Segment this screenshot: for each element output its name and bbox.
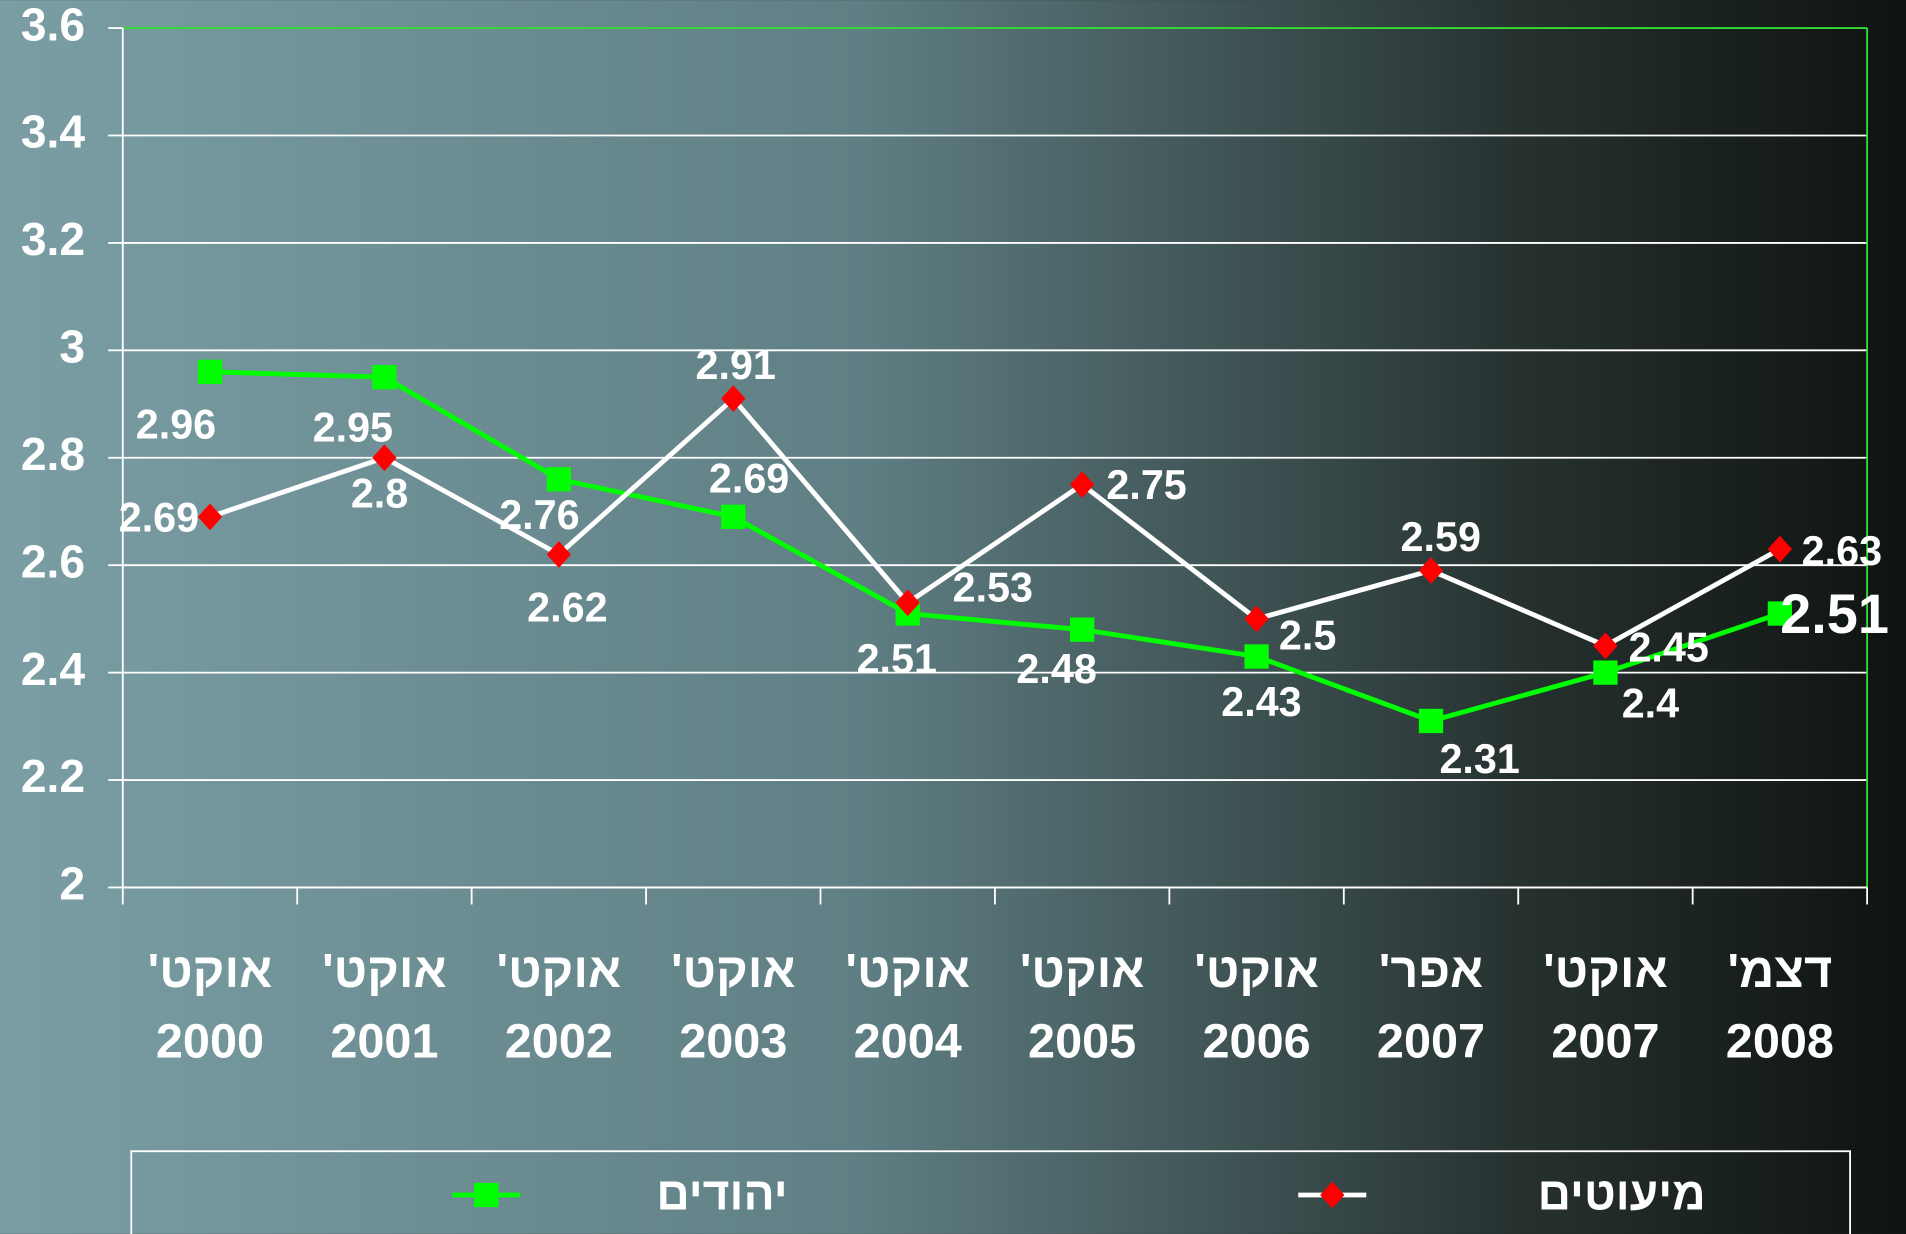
y-tick-label: 2.2 xyxy=(21,750,85,802)
y-tick-label: 2.6 xyxy=(21,535,85,587)
x-label-box: דצמ' 2008 xyxy=(1725,944,1834,1069)
data-label: 2.53 xyxy=(953,565,1033,611)
data-label: 2.45 xyxy=(1628,625,1708,671)
legend-marker xyxy=(474,1182,499,1208)
legend-box xyxy=(130,1150,1851,1234)
x-label-box: אוקט' 2002 xyxy=(496,944,622,1069)
y-tick-label: 2.8 xyxy=(21,428,85,480)
marker xyxy=(721,385,746,413)
marker xyxy=(1069,617,1095,642)
marker xyxy=(1593,632,1618,660)
legend-label: יהודים xyxy=(656,1168,787,1220)
x-tick-label: אפר' 2007 xyxy=(1376,944,1486,1069)
marker xyxy=(546,467,572,492)
marker xyxy=(372,444,397,472)
x-label-box: אוקט' 2003 xyxy=(670,944,796,1069)
marker xyxy=(197,503,223,531)
x-label-box: אוקט' 2006 xyxy=(1194,944,1319,1069)
y-tick-label: 2 xyxy=(59,858,85,910)
marker xyxy=(1767,601,1793,626)
x-label-box: אוקט' 2004 xyxy=(845,944,971,1069)
data-label: 2.62 xyxy=(527,584,607,630)
x-label-box: אוקט' 2001 xyxy=(322,944,447,1069)
marker xyxy=(372,365,397,390)
data-label: 2.51 xyxy=(857,636,937,682)
data-label: 2.69 xyxy=(709,456,789,502)
legend-label: מיעוטים xyxy=(1538,1168,1706,1220)
x-tick-label: אוקט' 2002 xyxy=(496,944,622,1069)
data-label: 2.96 xyxy=(136,402,216,448)
data-label: 2.59 xyxy=(1401,514,1481,560)
x-tick-label: אוקט' 2000 xyxy=(147,944,273,1069)
x-tick-label: דצמ' 2008 xyxy=(1725,944,1834,1069)
y-tick-label: 3.2 xyxy=(21,213,85,265)
marker xyxy=(721,504,746,530)
x-label-box: אוקט' 2007 xyxy=(1543,944,1668,1069)
data-label: 2.48 xyxy=(1016,646,1096,692)
series-line xyxy=(209,369,1781,724)
data-label: 2.4 xyxy=(1622,681,1679,727)
x-tick-label: אוקט' 2005 xyxy=(1019,944,1145,1069)
marker xyxy=(197,359,223,384)
data-label: 2.91 xyxy=(696,342,776,388)
marker xyxy=(1593,660,1618,685)
data-label: 2.51 xyxy=(1780,582,1889,645)
x-tick-label: אוקט' 2004 xyxy=(845,944,971,1069)
series-line xyxy=(209,395,1782,649)
y-tick-label: 3.6 xyxy=(21,0,85,50)
x-tick-label: אוקט' 2003 xyxy=(670,944,796,1069)
marker xyxy=(546,541,572,568)
marker xyxy=(1244,644,1269,669)
marker xyxy=(1069,471,1095,498)
data-label: 2.76 xyxy=(499,492,579,538)
x-label-box: אוקט' 2000 xyxy=(147,944,273,1069)
x-tick-label: אוקט' 2007 xyxy=(1543,944,1668,1069)
y-tick-label: 3.4 xyxy=(21,106,86,158)
data-label: 2.31 xyxy=(1439,736,1519,782)
data-label: 2.69 xyxy=(119,494,199,540)
data-label: 2.5 xyxy=(1279,612,1336,658)
data-label: 2.75 xyxy=(1106,462,1186,508)
data-label: 2.43 xyxy=(1221,679,1301,725)
data-label: 2.63 xyxy=(1802,528,1882,574)
marker xyxy=(1418,557,1444,584)
y-tick-label: 3 xyxy=(59,321,85,373)
x-label-box: אפר' 2007 xyxy=(1376,944,1486,1069)
x-tick-label: אוקט' 2006 xyxy=(1194,944,1319,1069)
data-label: 2.8 xyxy=(351,471,408,517)
marker xyxy=(1418,708,1444,734)
marker xyxy=(895,589,920,617)
y-tick-label: 2.4 xyxy=(21,643,86,695)
x-label-box: אוקט' 2005 xyxy=(1019,944,1145,1069)
data-label: 2.95 xyxy=(313,405,393,451)
x-tick-label: אוקט' 2001 xyxy=(322,944,447,1069)
